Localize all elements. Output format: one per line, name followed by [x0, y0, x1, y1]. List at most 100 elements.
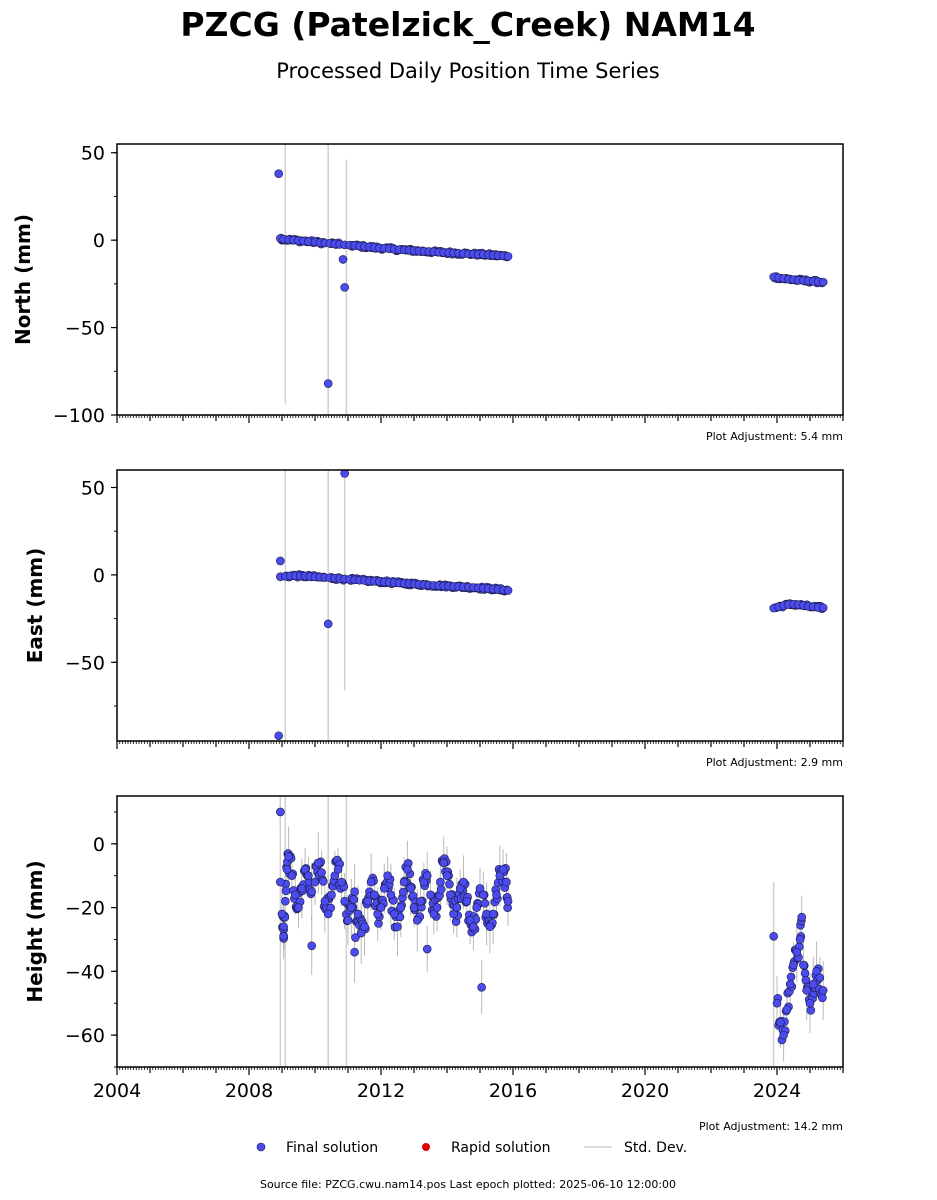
data-point [379, 884, 389, 893]
data-point [502, 877, 511, 887]
data-point [350, 887, 359, 896]
data-point [304, 871, 313, 881]
legend-rapid-marker [422, 1143, 430, 1151]
data-layer [274, 144, 828, 415]
legend-stddev-label: Std. Dev. [624, 1140, 687, 1156]
data-point [403, 865, 412, 874]
data-point [340, 896, 350, 906]
data-point [277, 909, 287, 919]
plot-frame [116, 469, 844, 742]
y-tick-label: −100 [53, 405, 105, 427]
data-point [320, 896, 330, 906]
data-point [276, 556, 285, 566]
data-point [318, 877, 328, 886]
data-point [422, 871, 432, 881]
data-point [503, 586, 513, 595]
chart-title: PZCG (Patelzick_Creek) NAM14 [180, 5, 755, 44]
x-tick-label: 2012 [357, 1080, 405, 1102]
data-point [274, 731, 284, 741]
data-point [313, 858, 323, 868]
legend: Final solution Rapid solution Std. Dev. [256, 1140, 687, 1156]
data-point [439, 858, 449, 868]
plot-adjustment: Plot Adjustment: 5.4 mm [706, 430, 843, 443]
y-tick-label: −40 [65, 961, 105, 983]
north-panel: −100 −50 0 50 North (mm) Plot Adjustment: 5.4… [11, 143, 844, 443]
footer-source: Source file: PZCG.cwu.nam14.pos Last epo… [260, 1178, 676, 1191]
data-point [281, 886, 291, 896]
y-tick-label: 50 [81, 143, 105, 165]
data-point [786, 972, 796, 982]
data-point [284, 852, 293, 861]
x-tick-label: 2020 [621, 1080, 669, 1102]
data-point [769, 931, 779, 941]
data-point [445, 879, 454, 889]
legend-final-marker [256, 1142, 266, 1152]
data-layer [276, 796, 828, 1067]
data-point [393, 922, 402, 932]
data-point [452, 903, 462, 912]
east-panel: −50 0 50 East (mm) Plot Adjustment: 2.9 mm [23, 469, 844, 769]
data-point [323, 379, 333, 388]
data-point [383, 871, 392, 881]
data-point [789, 960, 798, 970]
data-point [276, 807, 285, 817]
data-point [337, 877, 346, 887]
data-point [799, 960, 808, 970]
plot-frame [116, 143, 844, 416]
data-point [779, 1030, 788, 1040]
data-point [818, 277, 828, 287]
legend-rapid-label: Rapid solution [451, 1140, 551, 1156]
data-point [346, 903, 356, 912]
data-point [775, 1018, 785, 1027]
data-point [349, 895, 359, 904]
data-point [442, 871, 452, 881]
data-point [469, 922, 478, 932]
data-point [409, 903, 419, 912]
data-point [488, 909, 498, 919]
data-point [333, 865, 343, 874]
data-point [406, 884, 416, 893]
data-point [808, 979, 818, 989]
plot-adjustment: Plot Adjustment: 2.9 mm [706, 756, 843, 769]
data-point [503, 252, 513, 261]
data-point [422, 944, 432, 954]
data-point [351, 933, 360, 942]
data-point [274, 169, 284, 179]
y-tick-label: −20 [65, 898, 105, 920]
data-point [462, 896, 472, 906]
data-point [818, 603, 828, 613]
data-layer [274, 470, 828, 741]
data-point [297, 884, 307, 893]
data-point [276, 877, 285, 887]
data-point [290, 890, 300, 900]
data-point [307, 887, 317, 896]
data-point [815, 973, 825, 983]
data-point [279, 922, 288, 932]
data-point [307, 941, 317, 951]
data-point [340, 470, 349, 478]
data-point [459, 877, 468, 887]
data-point [426, 890, 435, 900]
legend-final-label: Final solution [286, 1140, 378, 1156]
data-point [376, 903, 386, 912]
x-tick-label: 2016 [489, 1080, 537, 1102]
data-point [350, 947, 359, 957]
data-point [279, 931, 288, 941]
data-point [282, 865, 292, 874]
y-axis-label: Height (mm) [23, 860, 47, 1002]
data-point [317, 868, 326, 877]
data-point [323, 619, 333, 629]
y-axis-label: North (mm) [11, 214, 35, 345]
x-tick-label: 2004 [93, 1080, 141, 1102]
height-panel: −60 −40 −20 0 2004 2008 2012 2016 2020 2024 Height… [23, 795, 844, 1133]
data-point [792, 947, 802, 957]
data-point [280, 896, 290, 906]
data-point [503, 896, 513, 906]
data-point [432, 903, 442, 912]
data-point [323, 909, 333, 919]
chart-subtitle: Processed Daily Position Time Series [276, 59, 660, 83]
y-tick-label: −50 [65, 318, 105, 340]
data-point [343, 916, 353, 925]
data-point [480, 898, 490, 908]
